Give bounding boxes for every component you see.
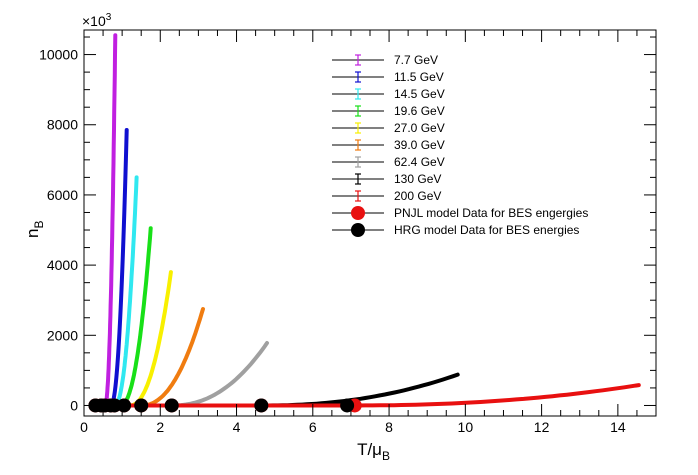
x-tick-label: 12 xyxy=(534,419,550,435)
x-tick-label: 10 xyxy=(458,419,474,435)
x-axis-title: T/μB xyxy=(357,440,390,463)
x-tick-label: 2 xyxy=(156,419,164,435)
y-tick-label: 2000 xyxy=(47,327,78,343)
y-axis-multiplier-exponent: 3 xyxy=(106,12,112,23)
x-tick-label: 4 xyxy=(233,419,241,435)
legend-label: 11.5 GeV xyxy=(394,70,444,84)
legend-label: 27.0 GeV xyxy=(394,121,445,135)
series-curve xyxy=(261,372,460,408)
y-axis-multiplier: ×103 xyxy=(82,12,112,29)
legend-label: 7.7 GeV xyxy=(394,53,438,67)
y-tick-label: 0 xyxy=(70,397,78,413)
legend-label: 62.4 GeV xyxy=(394,155,445,169)
y-tick-label: 6000 xyxy=(47,187,78,203)
y-tick-label: 10000 xyxy=(39,47,78,63)
y-tick-label: 4000 xyxy=(47,257,78,273)
y-axis-title: nB xyxy=(23,221,46,238)
series-curve xyxy=(127,270,173,408)
hrg-point xyxy=(254,398,269,413)
model-points xyxy=(88,398,362,413)
x-tick-label: 8 xyxy=(385,419,393,435)
x-axis-title-subscript: B xyxy=(382,449,390,463)
y-tick-label: 8000 xyxy=(47,117,78,133)
hrg-point xyxy=(134,398,149,413)
series-curve xyxy=(169,341,269,408)
legend-marker xyxy=(351,223,365,237)
legend-label: PNJL model Data for BES engergies xyxy=(394,206,588,220)
x-tick-label: 0 xyxy=(80,419,88,435)
x-tick-label: 6 xyxy=(309,419,317,435)
legend: 7.7 GeV 11.5 GeV 14.5 GeV 19.6 GeV 27.0 GeV 3… xyxy=(332,53,588,237)
legend-label: 19.6 GeV xyxy=(394,104,445,118)
legend-label: 130 GeV xyxy=(394,172,441,186)
x-tick-label: 14 xyxy=(610,419,626,435)
series-curve xyxy=(103,33,118,408)
legend-label: 200 GeV xyxy=(394,189,441,203)
hrg-point xyxy=(164,398,179,413)
series-curve xyxy=(348,383,641,408)
hrg-point xyxy=(340,398,355,413)
hrg-point xyxy=(117,398,132,413)
y-axis-title-subscript: B xyxy=(32,221,46,229)
series-curve xyxy=(139,307,205,408)
legend-label: 39.0 GeV xyxy=(394,138,445,152)
legend-label: 14.5 GeV xyxy=(394,87,445,101)
series-curves xyxy=(93,33,641,408)
legend-label: HRG model Data for BES energies xyxy=(394,223,579,237)
legend-marker xyxy=(351,206,365,220)
